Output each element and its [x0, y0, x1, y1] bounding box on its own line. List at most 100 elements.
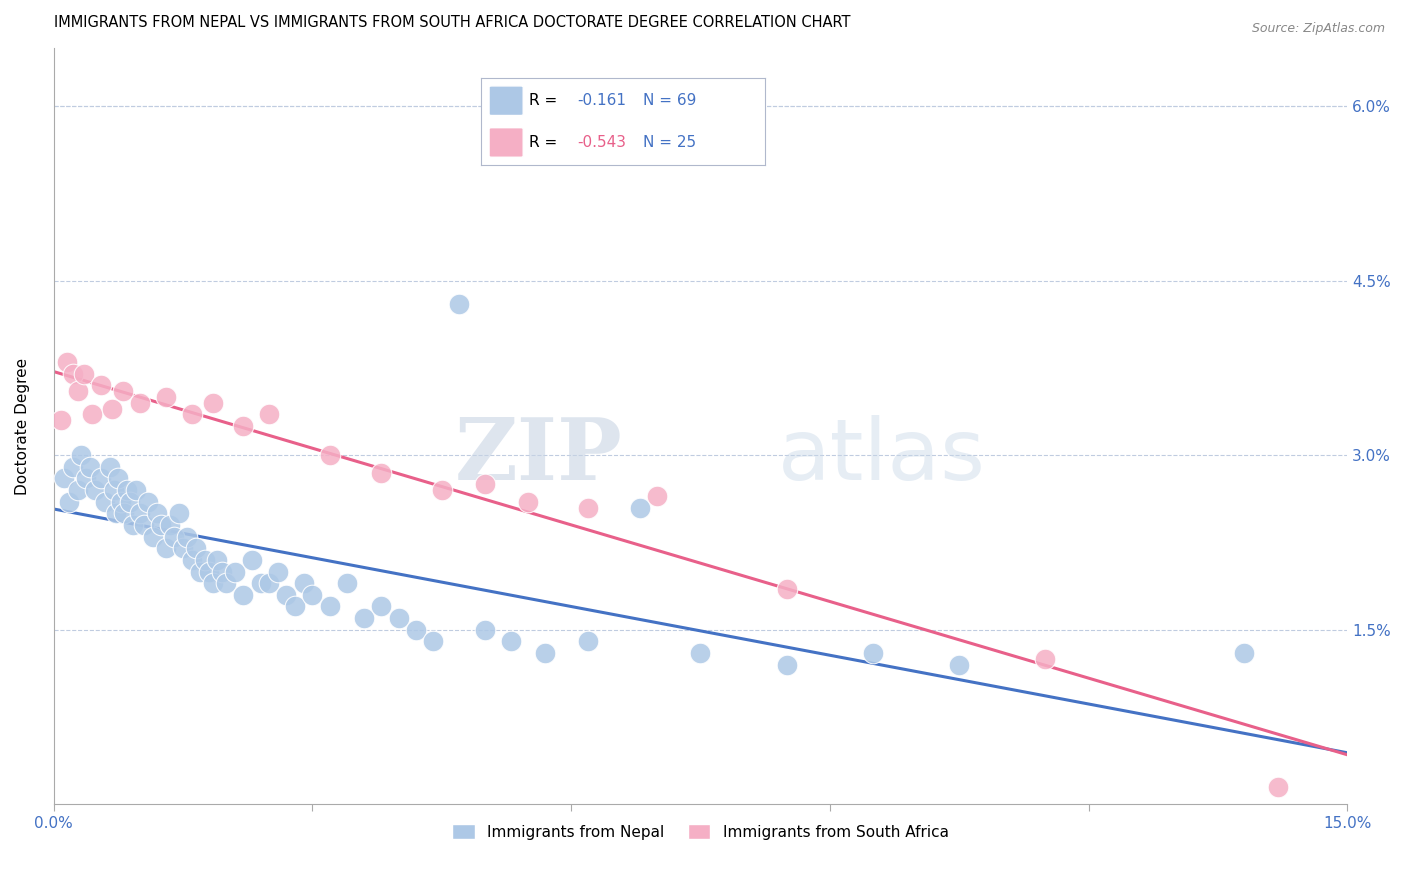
Point	[128, 396, 150, 410]
Point	[55, 355, 77, 369]
Point	[188, 565, 211, 579]
Point	[353, 611, 375, 625]
Point	[276, 588, 298, 602]
Point	[62, 459, 84, 474]
Point	[128, 507, 150, 521]
Point	[180, 408, 202, 422]
Point	[84, 483, 107, 497]
Point	[66, 384, 89, 399]
Point	[138, 494, 160, 508]
Point	[184, 541, 207, 556]
Point	[58, 494, 80, 508]
Point	[387, 611, 409, 625]
Point	[689, 646, 711, 660]
Point	[948, 657, 970, 672]
Point	[134, 518, 156, 533]
Point	[202, 576, 225, 591]
Point	[301, 588, 323, 602]
Point	[422, 634, 444, 648]
Legend: Immigrants from Nepal, Immigrants from South Africa: Immigrants from Nepal, Immigrants from S…	[446, 818, 955, 846]
Point	[110, 494, 132, 508]
Point	[474, 477, 496, 491]
Point	[66, 483, 89, 497]
Point	[103, 483, 125, 497]
Point	[474, 623, 496, 637]
Point	[104, 507, 127, 521]
Point	[115, 483, 138, 497]
Point	[1267, 780, 1289, 794]
Point	[112, 507, 135, 521]
Point	[534, 646, 557, 660]
Point	[49, 413, 72, 427]
Point	[628, 500, 651, 515]
Text: atlas: atlas	[778, 415, 986, 498]
Point	[124, 483, 146, 497]
Point	[224, 565, 246, 579]
Point	[155, 541, 177, 556]
Point	[576, 500, 599, 515]
Point	[73, 367, 96, 381]
Point	[1233, 646, 1256, 660]
Point	[150, 518, 173, 533]
Point	[370, 599, 392, 614]
Point	[118, 494, 141, 508]
Point	[318, 448, 340, 462]
Text: Source: ZipAtlas.com: Source: ZipAtlas.com	[1251, 22, 1385, 36]
Point	[267, 565, 290, 579]
Point	[98, 459, 121, 474]
Point	[155, 390, 177, 404]
Point	[207, 553, 229, 567]
Point	[142, 530, 165, 544]
Point	[198, 565, 221, 579]
Point	[176, 530, 198, 544]
Point	[284, 599, 307, 614]
Point	[82, 408, 104, 422]
Point	[75, 471, 97, 485]
Point	[146, 507, 169, 521]
Point	[79, 459, 101, 474]
Point	[159, 518, 181, 533]
Point	[232, 419, 254, 434]
Point	[1035, 652, 1057, 666]
Point	[430, 483, 453, 497]
Point	[647, 489, 669, 503]
Y-axis label: Doctorate Degree: Doctorate Degree	[15, 358, 30, 495]
Point	[70, 448, 93, 462]
Point	[405, 623, 427, 637]
Point	[370, 466, 392, 480]
Point	[111, 384, 134, 399]
Point	[90, 378, 112, 392]
Point	[249, 576, 271, 591]
Point	[52, 471, 75, 485]
Point	[202, 396, 225, 410]
Point	[292, 576, 315, 591]
Point	[257, 408, 280, 422]
Point	[193, 553, 215, 567]
Point	[240, 553, 263, 567]
Point	[172, 541, 194, 556]
Point	[94, 494, 117, 508]
Point	[122, 518, 145, 533]
Point	[776, 657, 799, 672]
Point	[232, 588, 254, 602]
Point	[499, 634, 522, 648]
Point	[180, 553, 202, 567]
Point	[516, 494, 538, 508]
Point	[257, 576, 280, 591]
Point	[336, 576, 359, 591]
Point	[576, 634, 599, 648]
Point	[215, 576, 238, 591]
Point	[776, 582, 799, 596]
Point	[101, 401, 124, 416]
Point	[447, 297, 470, 311]
Point	[318, 599, 340, 614]
Point	[107, 471, 129, 485]
Text: ZIP: ZIP	[456, 414, 623, 499]
Point	[90, 471, 112, 485]
Point	[211, 565, 233, 579]
Point	[862, 646, 884, 660]
Point	[62, 367, 84, 381]
Point	[167, 507, 190, 521]
Point	[163, 530, 186, 544]
Text: IMMIGRANTS FROM NEPAL VS IMMIGRANTS FROM SOUTH AFRICA DOCTORATE DEGREE CORRELATI: IMMIGRANTS FROM NEPAL VS IMMIGRANTS FROM…	[53, 15, 851, 30]
